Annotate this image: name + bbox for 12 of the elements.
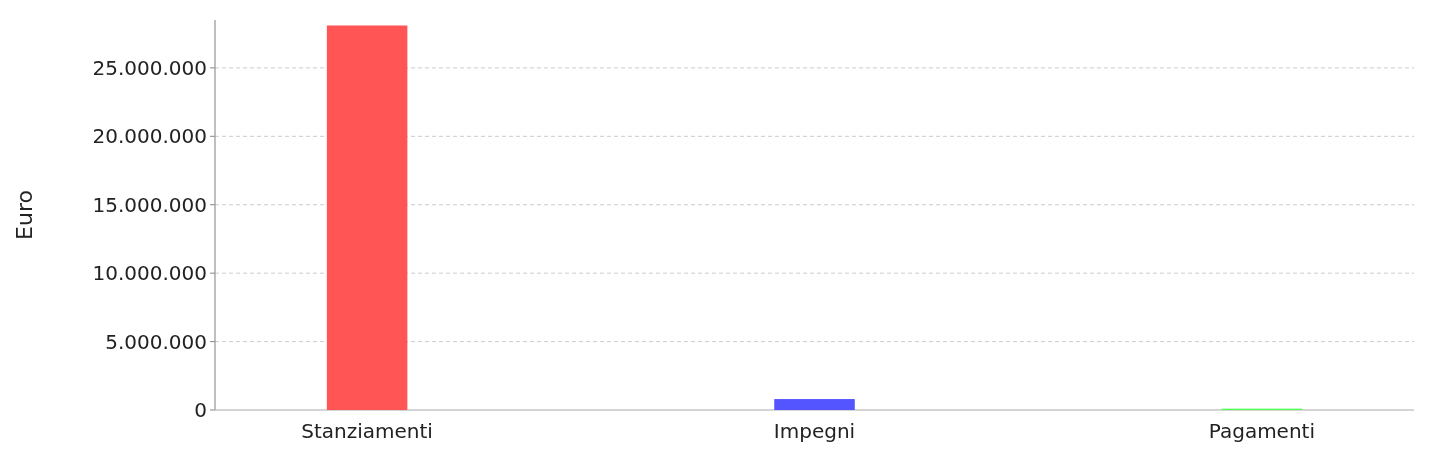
y-axis-title: Euro	[12, 190, 37, 240]
y-tick-label: 10.000.000	[92, 261, 207, 286]
x-tick-label: Impegni	[773, 419, 856, 443]
y-tick-label: 15.000.000	[92, 192, 207, 217]
y-tick-label: 0	[194, 398, 207, 422]
bar	[326, 25, 408, 410]
y-tick-label: 5.000.000	[105, 329, 207, 354]
bar	[774, 399, 855, 410]
x-tick-label: Stanziamenti	[301, 419, 433, 443]
y-tick-label: 20.000.000	[92, 124, 207, 149]
x-tick-label: Pagamenti	[1208, 419, 1316, 443]
y-tick-label: 25.000.000	[92, 55, 207, 80]
